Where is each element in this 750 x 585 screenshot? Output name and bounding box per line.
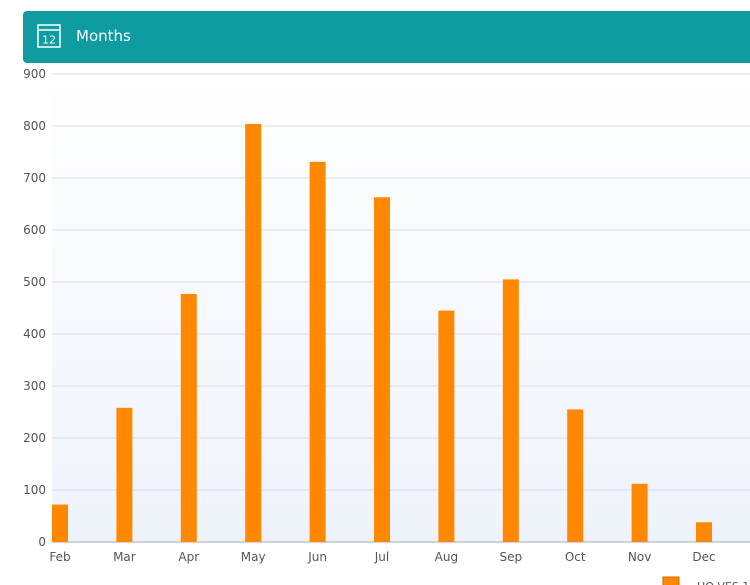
bar-oct	[567, 409, 584, 542]
y-tick-label: 900	[23, 67, 46, 81]
bar-jun	[309, 161, 326, 542]
chart-header: 12 Months	[23, 11, 750, 63]
y-tick-label: 600	[23, 223, 46, 237]
bar-dec	[696, 522, 712, 542]
y-tick-label: 400	[23, 327, 46, 341]
bar-may	[245, 123, 262, 543]
y-tick-label: 100	[23, 483, 46, 497]
y-tick-label: 0	[38, 535, 46, 549]
bar-sep	[502, 279, 519, 542]
y-tick-label: 500	[23, 275, 46, 289]
calendar-day-text: 12	[42, 34, 56, 47]
y-tick-label: 300	[23, 379, 46, 393]
y-tick-label: 800	[23, 119, 46, 133]
x-tick-label: Jun	[307, 550, 327, 564]
x-tick-label: Feb	[49, 550, 70, 564]
legend-label: HQ VES 1	[697, 580, 749, 585]
x-tick-label: Mar	[113, 550, 136, 564]
bar-apr	[180, 293, 197, 542]
x-tick-label: Aug	[435, 550, 458, 564]
x-tick-label: Jul	[374, 550, 389, 564]
x-tick-label: Dec	[692, 550, 715, 564]
x-tick-label: Nov	[628, 550, 651, 564]
bar-nov	[631, 483, 648, 542]
header-title: Months	[76, 27, 131, 45]
bar-aug	[438, 310, 455, 542]
bar-jul	[374, 197, 390, 543]
y-tick-label: 700	[23, 171, 46, 185]
y-tick-label: 200	[23, 431, 46, 445]
x-tick-label: Oct	[565, 550, 586, 564]
bar-feb	[52, 504, 68, 542]
calendar-icon: 12	[37, 24, 61, 48]
legend-swatch	[662, 576, 680, 585]
x-tick-label: Sep	[499, 550, 522, 564]
x-tick-label: Apr	[178, 550, 199, 564]
plot-area	[52, 74, 750, 542]
x-tick-label: May	[241, 550, 266, 564]
bar-mar	[116, 407, 133, 542]
